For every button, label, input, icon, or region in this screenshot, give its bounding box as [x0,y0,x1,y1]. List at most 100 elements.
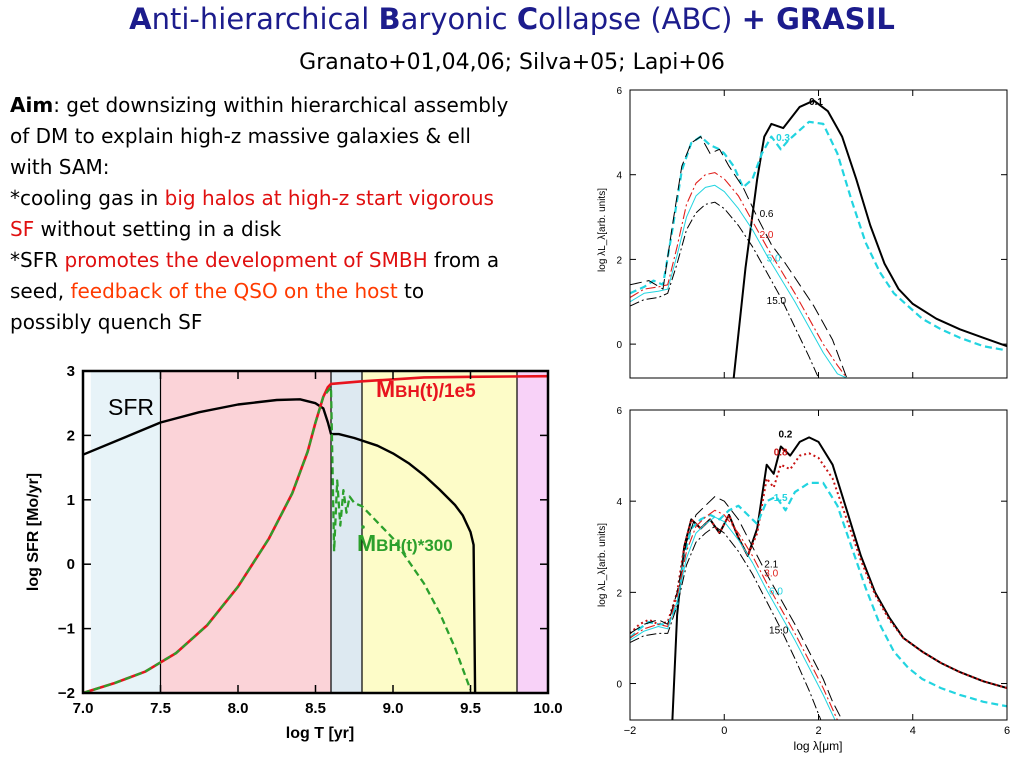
sfr-x-axis-label: log T [yr] [286,725,354,742]
aim-line-6-b: promotes the development of SMBH [64,248,428,272]
aim-line-4-a: *cooling gas in [10,186,165,210]
series-line-2 [630,481,1007,708]
sfr-ytick-label: 0 [67,556,75,573]
sed-top-series-labels: 0.1 0.3 0.6 2.0 5.0 15.0 [760,97,824,307]
sed-series-label: 0.8 [774,448,788,459]
series-line-1 [630,452,1007,690]
sed-top-ticks: 0 2 4 6 [616,86,1008,378]
mdot-label-rest: (t)*300 [401,536,453,555]
sed-bottom-series [630,436,1007,720]
mbh-label-rest: (t)/1e5 [420,381,476,402]
sfr-curve-label: SFR [108,394,154,420]
aim-line-1: Aim: get downsizing within hierarchical … [10,90,610,121]
aim-line-5-b: without setting in a disk [34,217,282,241]
sed-series-label: 2.1 [764,559,778,570]
sed2-clipped-group [630,436,1007,720]
sed-series-label: 0.2 [778,429,792,440]
title-grasil: + GRASIL [741,2,895,36]
aim-line-7-a: seed, [10,279,71,303]
mdot-curve-label: MBH(t)*300 [357,530,453,556]
title-letter-b: B [378,2,401,36]
sfr-xtick-label: 8.0 [228,700,249,717]
mdot-label-sub: BH [376,536,401,555]
sed-bottom-series-labels: 0.2 0.8 1.5 2.13.0 6.0 15.0 [764,429,792,636]
aim-line-6: *SFR promotes the development of SMBH fr… [10,245,610,276]
title-segment-2: aryonic [400,2,517,36]
series-line-2 [630,136,848,378]
sed-ytick-label: 2 [616,255,622,266]
sfr-band-1 [160,371,331,693]
series-line-0 [671,436,1007,720]
sed-chart-top: 0 2 4 6 0.1 0.3 0.6 2.0 5.0 15.0 log λL_λ[arb. u… [597,86,1008,379]
sfr-band-4 [517,371,548,693]
series-line-4 [630,184,848,378]
sed-series-label: 15.0 [767,296,787,307]
sfr-ticks: 7.0 7.5 8.0 8.5 9.0 9.5 10.0 −2 −1 0 1 2 3 [58,363,563,717]
title-letter-a: A [129,2,152,36]
sfr-xtick-label: 8.5 [305,700,326,717]
sed-series-label: 0.3 [776,133,790,144]
sfr-ytick-label: 2 [67,427,75,444]
sfr-xtick-label: 9.5 [460,700,481,717]
sed-series-label: 2.0 [760,230,774,241]
sed-series-label: 0.6 [760,209,774,220]
aim-line-1-text: : get downsizing within hierarchical ass… [53,93,509,117]
slide-subtitle: Granato+01,04,06; Silva+05; Lapi+06 [299,50,725,75]
aim-line-3: with SAM: [10,155,110,179]
sfr-y-axis-label: log SFR [Mo/yr] [25,473,42,591]
aim-line-5-a: SF [10,217,35,241]
sfr-ytick-label: 1 [67,492,75,509]
sed-series-label: 15.0 [769,625,789,636]
mdot-dot-accent [361,525,365,529]
title-segment-3: ollapse (ABC) [538,2,742,36]
title-letter-c: C [516,2,539,36]
sed-ytick-label: 6 [616,86,622,97]
sed-bottom-ticks: 0 2 4 6 −2 0 2 4 6 [616,406,1010,737]
sfr-xtick-label: 7.0 [73,700,94,717]
sfr-band-3 [362,371,517,693]
sed-ytick-label: 4 [616,171,622,182]
sed-ytick-label: 6 [616,406,622,417]
sfr-xtick-label: 10.0 [533,700,562,717]
sfr-band-2 [331,371,362,693]
sed-series-label: 6.0 [769,587,783,598]
aim-line-7-c: to [397,279,425,303]
mbh-label-main: M [376,376,395,402]
sed-bottom-y-axis-label: log λL_λ[arb. units] [597,523,608,607]
series-line-3 [630,172,848,378]
aim-line-7-b: feedback of the QSO on the host [70,279,398,303]
series-line-5 [630,201,819,378]
series-line-0 [732,99,1007,378]
mdot-label-main: M [357,530,376,556]
sed-xtick-label: 2 [815,725,821,737]
sed-xtick-label: 6 [1004,725,1010,737]
sfr-series [82,374,549,695]
aim-text-block: Aim: get downsizing within hierarchical … [10,90,610,338]
sed-xtick-label: −2 [624,725,637,737]
sed-top-y-axis-label: log λL_λ[arb. units] [597,188,608,272]
sed-bottom-x-axis-label: log λ[μm] [794,739,843,753]
series-line-6 [630,525,822,720]
series-line-0 [82,398,477,694]
aim-label: Aim [10,93,54,117]
sed-series-label: 5.0 [767,254,781,265]
sed-series-label: 0.1 [809,97,823,108]
mbh-label-sub: BH [395,382,420,401]
aim-line-8: possibly quench SF [10,310,203,334]
sfr-xtick-label: 9.0 [383,700,404,717]
sfr-bands [90,371,548,693]
sfr-band-0 [90,371,161,693]
aim-line-6-a: *SFR [10,248,65,272]
sed-ytick-label: 0 [616,680,622,691]
sed-ytick-label: 0 [616,340,622,351]
sed-series-label: 1.5 [774,493,788,504]
aim-line-4-b: big halos at high-z start vigorous [164,186,494,210]
title-segment-1: nti-hierarchical [151,2,379,36]
slide-title: Anti-hierarchical Baryonic Collapse (ABC… [0,2,1024,36]
aim-line-6-c: from a [427,248,500,272]
sed-xtick-label: 4 [910,725,916,737]
aim-line-4: *cooling gas in big halos at high-z star… [10,183,610,214]
series-line-3 [630,496,843,720]
sed-ytick-label: 4 [616,497,622,508]
